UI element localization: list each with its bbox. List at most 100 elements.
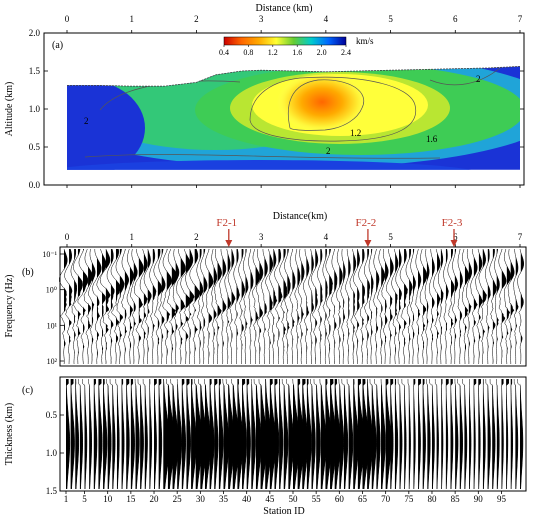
panel-a-x-tick-label: 5 <box>388 14 393 24</box>
frequency-trace <box>96 248 107 365</box>
contour-label-1-2: 1.2 <box>350 128 361 138</box>
thickness-trace-fill <box>371 379 377 489</box>
frequency-trace-fill <box>292 249 296 364</box>
thickness-trace <box>281 378 289 490</box>
frequency-trace-fill <box>454 249 458 364</box>
frequency-trace <box>64 248 73 365</box>
thickness-trace-fill <box>209 379 215 489</box>
thickness-trace <box>450 378 454 490</box>
thickness-trace-fill <box>381 379 386 489</box>
thickness-trace <box>374 378 381 490</box>
thickness-trace <box>246 378 251 490</box>
panel-a-x-axis-title: Distance (km) <box>256 3 313 14</box>
panel-b-x-tick-label: 7 <box>518 232 523 242</box>
colorbar-tick-label: 0.8 <box>243 48 253 57</box>
thickness-trace-fill <box>223 379 229 489</box>
frequency-trace-fill <box>315 249 318 364</box>
thickness-trace-fill <box>186 379 191 489</box>
panel-b-x-tick-label: 4 <box>324 232 329 242</box>
frequency-trace-fill <box>339 249 343 364</box>
frequency-trace <box>368 248 374 365</box>
thickness-trace <box>390 378 394 490</box>
thickness-trace <box>341 378 349 490</box>
panel-a-x-tick-label: 3 <box>259 14 264 24</box>
fault-marker-label: F2-2 <box>356 217 377 229</box>
panel-c: (c) Station ID Thickness (km) 1 5 10 15 20 25… <box>4 376 527 517</box>
frequency-trace <box>121 248 130 365</box>
thickness-trace-fill <box>237 379 244 489</box>
frequency-trace <box>83 248 93 365</box>
panel-b-y-ticks: 10⁻¹ 10⁰ 10¹ 10² <box>42 250 64 366</box>
frequency-trace <box>433 248 441 365</box>
thickness-trace-fill <box>204 379 211 489</box>
frequency-trace <box>115 248 125 365</box>
frequency-trace <box>395 248 402 364</box>
panel-b-x-axis-title: Distance(km) <box>273 211 327 222</box>
frequency-trace-fill <box>381 249 385 364</box>
frequency-trace <box>153 248 163 365</box>
frequency-trace-fill <box>367 249 370 364</box>
panel-c-x-tick-label: 45 <box>265 494 275 504</box>
panel-b-y-axis-title: Frequency (Hz) <box>4 274 15 337</box>
frequency-trace-fill <box>129 249 134 364</box>
frequency-trace <box>513 248 519 365</box>
thickness-trace-fill <box>343 379 348 489</box>
frequency-trace-fill <box>473 249 478 364</box>
frequency-trace-fill <box>399 249 402 364</box>
panel-c-x-tick-label: 65 <box>358 494 368 504</box>
frequency-trace <box>317 248 323 364</box>
frequency-trace <box>269 248 278 365</box>
thickness-trace <box>158 378 163 490</box>
frequency-trace-fill <box>496 249 500 364</box>
thickness-trace <box>501 378 504 490</box>
panel-a-x-tick-label: 0 <box>65 14 70 24</box>
frequency-trace-fill <box>306 249 310 364</box>
frequency-trace <box>176 248 186 365</box>
contour-label-1-6: 1.6 <box>426 134 438 144</box>
frequency-trace <box>303 248 310 365</box>
panel-c-x-tick-label: 70 <box>381 494 391 504</box>
velocity-band-orange <box>277 72 367 132</box>
frequency-trace-fill <box>236 249 240 364</box>
frequency-trace <box>484 248 491 365</box>
frequency-trace-fill <box>77 249 83 364</box>
panel-b-frame <box>59 246 527 367</box>
thickness-trace <box>149 378 153 490</box>
frequency-trace-fill <box>231 249 236 364</box>
frequency-trace <box>377 248 386 365</box>
panel-c-x-tick-label: 50 <box>289 494 299 504</box>
frequency-trace-fill <box>185 249 191 364</box>
frequency-trace-fill <box>487 249 491 364</box>
thickness-trace-fill <box>320 379 327 489</box>
frequency-trace <box>238 248 246 365</box>
panel-c-y-axis-title: Thickness (km) <box>4 403 15 466</box>
thickness-trace-fill <box>288 379 294 489</box>
frequency-trace <box>110 248 122 365</box>
contour-label-2-bottom: 2 <box>326 146 331 156</box>
frequency-trace <box>167 248 178 365</box>
frequency-trace <box>180 248 191 364</box>
thickness-trace <box>93 378 98 490</box>
thickness-trace-fill <box>316 379 321 489</box>
frequency-trace-fill <box>362 249 365 364</box>
thickness-trace <box>434 378 439 490</box>
panel-c-x-tick-label: 35 <box>219 494 229 504</box>
thickness-trace-fill <box>172 379 179 489</box>
panel-a: (a) Distance (km) Altitude (km) 0 1 2 3 4 5 6 7… <box>4 3 525 190</box>
frequency-trace-fill <box>325 249 328 364</box>
thickness-trace <box>176 378 183 490</box>
thickness-trace-fill <box>279 379 284 489</box>
thickness-trace-fill <box>70 379 75 489</box>
panel-b-y-tick-label: 10⁰ <box>46 286 57 295</box>
frequency-trace <box>386 248 394 365</box>
panel-a-x-ticks: 0 1 2 3 4 5 6 7 <box>65 14 523 188</box>
colorbar-tick-label: 2.4 <box>341 48 351 57</box>
frequency-trace-fill <box>115 249 122 364</box>
thickness-trace <box>506 378 509 490</box>
panel-a-y-tick-label: 0.5 <box>29 142 41 152</box>
velocity-model <box>67 66 520 170</box>
panel-c-x-tick-label: 95 <box>497 494 507 504</box>
panel-b-x-tick-label: 3 <box>259 232 264 242</box>
frequency-trace <box>185 248 195 365</box>
